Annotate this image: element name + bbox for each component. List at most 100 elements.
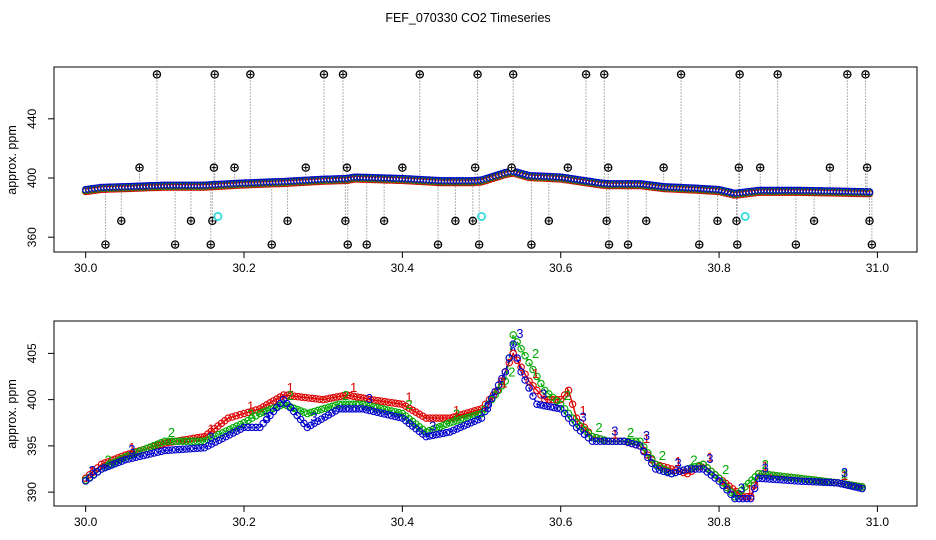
series-3-point (442, 428, 451, 437)
series-3-point (513, 354, 521, 362)
x-tick-label: 30.0 (74, 515, 98, 529)
series-2-marker: 2 (841, 466, 848, 481)
series-1-point (564, 386, 573, 395)
series-3-point (801, 477, 810, 486)
series-3-point (655, 466, 664, 474)
series-3-marker: 3 (841, 465, 848, 480)
series-1-point (240, 409, 248, 418)
series-3-point (369, 407, 378, 416)
series-1-marker: 1 (532, 366, 539, 381)
series-2-point (651, 460, 660, 469)
series-3-point (153, 448, 162, 456)
outlier-point (862, 163, 872, 172)
series-2-marker: 2 (722, 462, 729, 477)
outlier-point (415, 70, 425, 79)
series-2-point (259, 408, 267, 416)
series-1-point (305, 394, 313, 402)
series-1-point (353, 393, 361, 401)
series-3-point (435, 430, 444, 438)
series-1-point (279, 391, 288, 399)
series-2-point (290, 404, 298, 412)
series-2-point (307, 408, 315, 417)
outlier-point (208, 216, 217, 226)
y-tick-label: 400 (25, 168, 39, 188)
series-1-point (287, 392, 295, 400)
series-3-point (826, 478, 835, 487)
series-3-point (604, 437, 612, 445)
series-3-marker: 3 (580, 409, 587, 424)
outlier-point (230, 163, 239, 172)
series-3-point (143, 450, 151, 459)
series-1-point (228, 413, 236, 421)
series-3-point (200, 443, 209, 452)
outlier-point (734, 163, 744, 172)
series-2-point (446, 418, 454, 427)
outlier-point (733, 240, 742, 249)
series-3-point (252, 423, 260, 432)
series-3-point (487, 394, 496, 403)
series-3-marker: 3 (128, 442, 135, 457)
series-3-point (596, 437, 605, 445)
series-2-point (727, 488, 735, 496)
series-1-marker: 1 (453, 403, 460, 418)
outlier-point (341, 216, 350, 226)
series-2-marker: 2 (168, 425, 175, 440)
outlier-point (170, 240, 180, 249)
series-1-point (308, 394, 317, 403)
series-3-point (171, 445, 180, 454)
series-3-point (97, 465, 106, 473)
outlier-point (186, 216, 196, 226)
series-3-point (128, 454, 137, 462)
series-3-point (240, 423, 248, 432)
x-tick-label: 30.0 (74, 261, 98, 275)
top-baseline-series (81, 167, 874, 199)
series-1-point (236, 410, 244, 419)
series-3-point (121, 455, 130, 464)
series-2-marker: 2 (627, 425, 634, 440)
series-1-point (560, 391, 569, 399)
series-1-point (556, 395, 565, 404)
outlier-point (117, 216, 126, 226)
series-3-point (387, 411, 396, 420)
series-3-point (823, 478, 831, 487)
series-3-point (592, 437, 601, 445)
top-plot-frame (53, 66, 918, 253)
series-2-point (279, 400, 288, 408)
series-2-point (256, 409, 264, 418)
series-3-point (568, 418, 577, 427)
series-2-point (453, 416, 461, 425)
series-1-point (388, 398, 396, 407)
outlier-point (283, 216, 292, 226)
series-3-point (197, 444, 205, 452)
series-2-point (310, 407, 319, 416)
series-3-point (816, 478, 824, 486)
outlier-point (809, 216, 819, 226)
series-1-point (568, 400, 577, 408)
series-2-point (521, 351, 529, 360)
series-3-point (101, 463, 109, 472)
flagged-point (213, 211, 223, 221)
outlier-point (468, 216, 478, 226)
series-3-point (114, 458, 123, 467)
series-3-point (193, 444, 201, 452)
series-1-point (373, 396, 382, 405)
series-1-marker: 1 (128, 440, 135, 455)
series-1-marker: 1 (247, 399, 254, 414)
series-2-point (644, 449, 652, 457)
top-panel: 30.0 30.2 30.4 30.6 30.8 31.0 360 400 440 appro… (5, 66, 918, 275)
series-3-point (384, 411, 392, 419)
series-3-point (750, 484, 759, 493)
series-3-point (477, 414, 486, 422)
series-1-point (395, 399, 403, 408)
series-3-point (543, 402, 551, 410)
series-2-marker: 2 (564, 388, 571, 403)
series-3-point (494, 381, 503, 389)
series-2-marker: 2 (659, 448, 666, 463)
series-3-point (132, 453, 140, 461)
series-1-point (572, 414, 581, 422)
baseline-point (865, 188, 874, 196)
series-3-point (244, 423, 252, 432)
outlier-point (301, 163, 311, 172)
series-3-marker: 3 (207, 430, 214, 445)
